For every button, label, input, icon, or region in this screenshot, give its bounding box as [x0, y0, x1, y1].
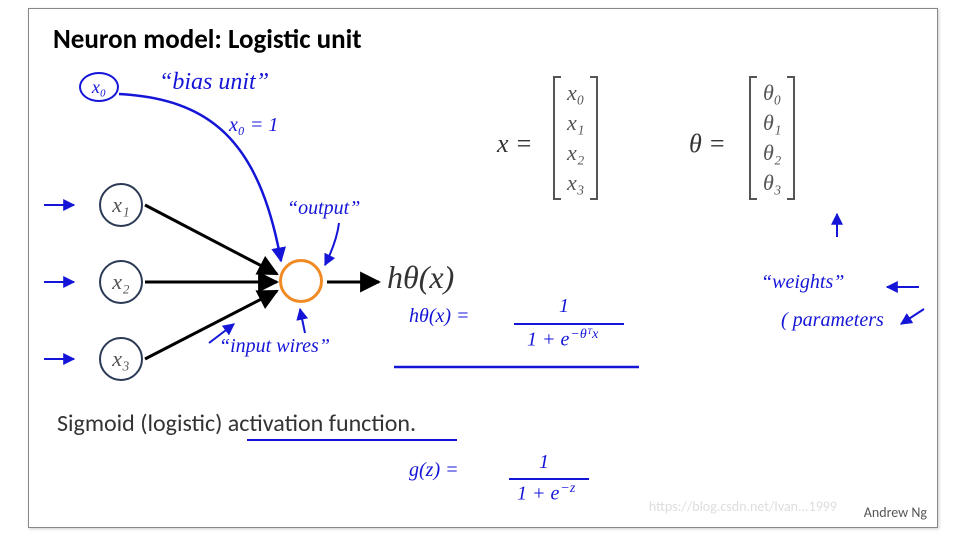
x-vec-3: x₃	[567, 168, 584, 198]
watermark: https://blog.csdn.net/Ivan...1999	[649, 498, 837, 515]
page-title: Neuron model: Logistic unit	[53, 23, 362, 56]
math-h-theta-x: hθ(x)	[387, 259, 454, 296]
math-x-eq: x =	[497, 129, 533, 159]
theta-vector: θ₀ θ₁ θ₂ θ₃	[749, 76, 795, 200]
theta-vec-0: θ₀	[763, 78, 781, 108]
x-vec-1: x₁	[567, 108, 584, 138]
label-bias-unit: “bias unit”	[159, 69, 269, 96]
input-node-x1: x₁	[99, 183, 143, 227]
subtitle-sigmoid: Sigmoid (logistic) activation function.	[57, 409, 416, 438]
theta-vec-3: θ₃	[763, 168, 781, 198]
theta-vec-2: θ₂	[763, 138, 781, 168]
formula-h-theta-den: 1 + e−θᵀx	[527, 327, 598, 352]
label-parameters: ( parameters	[781, 309, 884, 332]
input-node-x2: x₂	[99, 260, 143, 304]
formula-h-theta-num: 1	[559, 295, 569, 318]
math-theta-eq: θ =	[689, 129, 726, 159]
bias-node-x0: x₀	[79, 72, 119, 102]
x-vec-0: x₀	[567, 78, 584, 108]
formula-gz-lhs: g(z) =	[409, 459, 459, 482]
author-credit: Andrew Ng	[864, 504, 927, 521]
underline-activation	[247, 439, 457, 441]
x-vec-2: x₂	[567, 138, 584, 168]
output-node	[279, 259, 323, 303]
label-weights: “weights”	[761, 271, 844, 294]
slide-frame: Neuron model: Logistic unit x₀ “bias uni…	[28, 8, 938, 528]
label-input-wires: “input wires”	[219, 335, 330, 358]
theta-vec-1: θ₁	[763, 108, 781, 138]
formula-gz-den: 1 + e−z	[517, 481, 575, 506]
formula-h-theta-lhs: hθ(x) =	[409, 305, 470, 328]
label-x0-eq-1: x₀ = 1	[229, 114, 278, 137]
x-vector: x₀ x₁ x₂ x₃	[553, 76, 598, 200]
input-node-x3: x₃	[99, 337, 143, 381]
label-output: “output”	[287, 197, 360, 220]
formula-gz-num: 1	[539, 451, 549, 474]
